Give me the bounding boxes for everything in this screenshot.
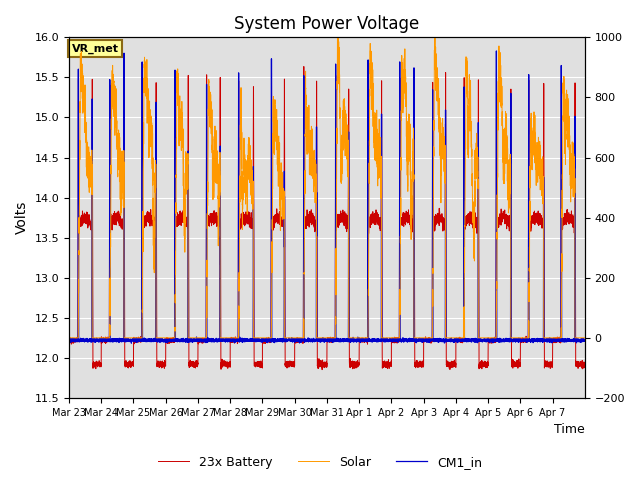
Line: Solar: Solar (69, 31, 585, 338)
CM1_in (83, 336, 91, 342)
Solar (333, 28, 341, 34)
Solar (515, 335, 523, 341)
CM1_in (199, 338, 207, 344)
CM1_in (223, 337, 231, 343)
Title: System Power Voltage: System Power Voltage (234, 15, 420, 33)
Line: CM1_in: CM1_in (69, 51, 585, 343)
Solar (199, 335, 207, 341)
23x Battery (296, 338, 304, 344)
CM1_in (515, 337, 523, 343)
CM1_in (493, 48, 500, 54)
23x Battery (138, 60, 146, 66)
Text: VR_met: VR_met (72, 44, 118, 54)
23x Battery (318, 367, 326, 372)
CM1_in (581, 338, 589, 344)
CM1_in (127, 340, 135, 346)
CM1_in (296, 336, 304, 342)
Y-axis label: Volts: Volts (15, 201, 29, 234)
Solar (223, 335, 231, 341)
Legend: 23x Battery, Solar, CM1_in: 23x Battery, Solar, CM1_in (153, 451, 487, 474)
23x Battery (65, 337, 73, 343)
23x Battery (581, 361, 589, 367)
X-axis label: Time: Time (554, 423, 585, 436)
23x Battery (515, 364, 523, 370)
23x Battery (83, 219, 91, 225)
23x Battery (199, 337, 207, 343)
CM1_in (452, 337, 460, 343)
Solar (65, 335, 73, 341)
CM1_in (65, 337, 73, 343)
Solar (296, 335, 304, 341)
Solar (581, 335, 589, 341)
23x Battery (223, 363, 231, 369)
Solar (83, 141, 91, 146)
Solar (452, 335, 460, 341)
Line: 23x Battery: 23x Battery (69, 63, 585, 370)
23x Battery (452, 337, 460, 343)
